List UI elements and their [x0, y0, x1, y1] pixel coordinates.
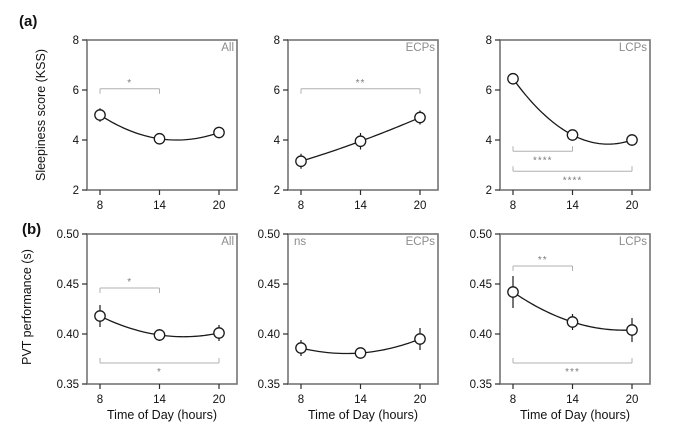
panel-a-all: 2 4 6 8 8 14 20 * All — [37, 30, 247, 260]
x-axis-label: Time of Day (hours) — [107, 408, 217, 422]
svg-text:0.45: 0.45 — [470, 279, 492, 291]
panel-b-all: 0.35 0.40 0.45 0.50 8 14 20 * * All Time of Day … — [37, 224, 247, 448]
svg-text:****: **** — [563, 175, 583, 186]
plot-b-lcps: 0.350.400.450.508 14 20***** — [470, 229, 651, 406]
group-label: All — [221, 42, 234, 54]
svg-text:2: 2 — [486, 185, 492, 197]
svg-text:**: ** — [356, 78, 366, 89]
svg-text:0.45: 0.45 — [258, 279, 280, 291]
panel-a-lcps: 2 4 6 8 8 14 20 **** **** LCPs — [450, 30, 660, 260]
svg-text:2: 2 — [73, 185, 79, 197]
svg-text:0.50: 0.50 — [470, 229, 492, 241]
plot-b-all: 0.35 0.40 0.45 0.50 8 14 20 * * — [57, 229, 238, 406]
group-label: LCPs — [618, 236, 647, 248]
ns-label: ns — [294, 236, 307, 248]
svg-text:20: 20 — [626, 394, 639, 406]
svg-text:0.35: 0.35 — [258, 379, 280, 391]
svg-text:*: * — [127, 277, 132, 288]
x-axis-label: Time of Day (hours) — [520, 408, 630, 422]
y-axis-label-pvt: PVT performance (s) — [20, 249, 34, 365]
svg-text:20: 20 — [626, 200, 639, 212]
svg-text:0.45: 0.45 — [57, 279, 79, 291]
x-axis-label: Time of Day (hours) — [308, 408, 418, 422]
svg-text:*: * — [127, 78, 132, 89]
group-label: ECPs — [405, 42, 435, 54]
svg-text:6: 6 — [274, 85, 280, 97]
svg-text:8: 8 — [510, 394, 516, 406]
svg-text:0.40: 0.40 — [258, 329, 280, 341]
svg-text:4: 4 — [73, 135, 80, 147]
panel-b-lcps: 0.35 0.40 0.45 0.50 8 14 20 ** *** LCPs Time of … — [450, 224, 660, 448]
svg-text:***: *** — [565, 367, 580, 378]
panel-a-ecps: 2 4 6 8 8 14 20 ** ECPs — [238, 30, 448, 260]
svg-text:0.50: 0.50 — [57, 229, 79, 241]
row-b-label: (b) — [22, 221, 42, 238]
svg-text:8: 8 — [274, 35, 280, 47]
svg-text:20: 20 — [213, 200, 226, 212]
svg-text:0.40: 0.40 — [57, 329, 79, 341]
svg-text:20: 20 — [414, 394, 427, 406]
svg-text:0.35: 0.35 — [470, 379, 492, 391]
svg-text:20: 20 — [414, 200, 427, 212]
group-label: ECPs — [405, 236, 435, 248]
svg-text:0.35: 0.35 — [57, 379, 79, 391]
svg-text:14: 14 — [566, 200, 579, 212]
svg-text:6: 6 — [73, 85, 79, 97]
svg-text:14: 14 — [566, 394, 579, 406]
plot-b-ecps: 0.35 0.40 0.45 0.50 8 14 20 — [258, 229, 439, 406]
svg-text:4: 4 — [486, 135, 493, 147]
svg-text:8: 8 — [97, 394, 103, 406]
svg-text:6: 6 — [486, 85, 492, 97]
svg-text:8: 8 — [73, 35, 79, 47]
group-label: LCPs — [618, 42, 647, 54]
svg-text:0.50: 0.50 — [258, 229, 280, 241]
plot-a-lcps: 2 4 6 8 8 14 20 **** **** — [486, 35, 651, 212]
svg-text:*: * — [157, 367, 162, 378]
panel-b-ecps: 0.35 0.40 0.45 0.50 8 14 20 ns ECPs Time of Da… — [238, 224, 448, 448]
svg-text:14: 14 — [354, 394, 367, 406]
svg-text:**: ** — [538, 255, 548, 266]
svg-text:2: 2 — [274, 185, 280, 197]
svg-text:14: 14 — [354, 200, 367, 212]
svg-text:0.40: 0.40 — [470, 329, 492, 341]
svg-text:20: 20 — [213, 394, 226, 406]
svg-text:****: **** — [533, 155, 553, 166]
svg-text:14: 14 — [153, 200, 166, 212]
plot-a-ecps: 2 4 6 8 8 14 20 ** — [274, 35, 439, 212]
svg-text:8: 8 — [510, 200, 516, 212]
row-a-label: (a) — [19, 13, 38, 30]
svg-text:8: 8 — [298, 200, 304, 212]
group-label: All — [221, 236, 234, 248]
svg-text:8: 8 — [97, 200, 103, 212]
svg-text:8: 8 — [298, 394, 304, 406]
svg-text:14: 14 — [153, 394, 166, 406]
svg-text:4: 4 — [274, 135, 281, 147]
plot-a-all: 2 4 6 8 8 14 20 * — [73, 35, 238, 212]
svg-text:8: 8 — [486, 35, 492, 47]
